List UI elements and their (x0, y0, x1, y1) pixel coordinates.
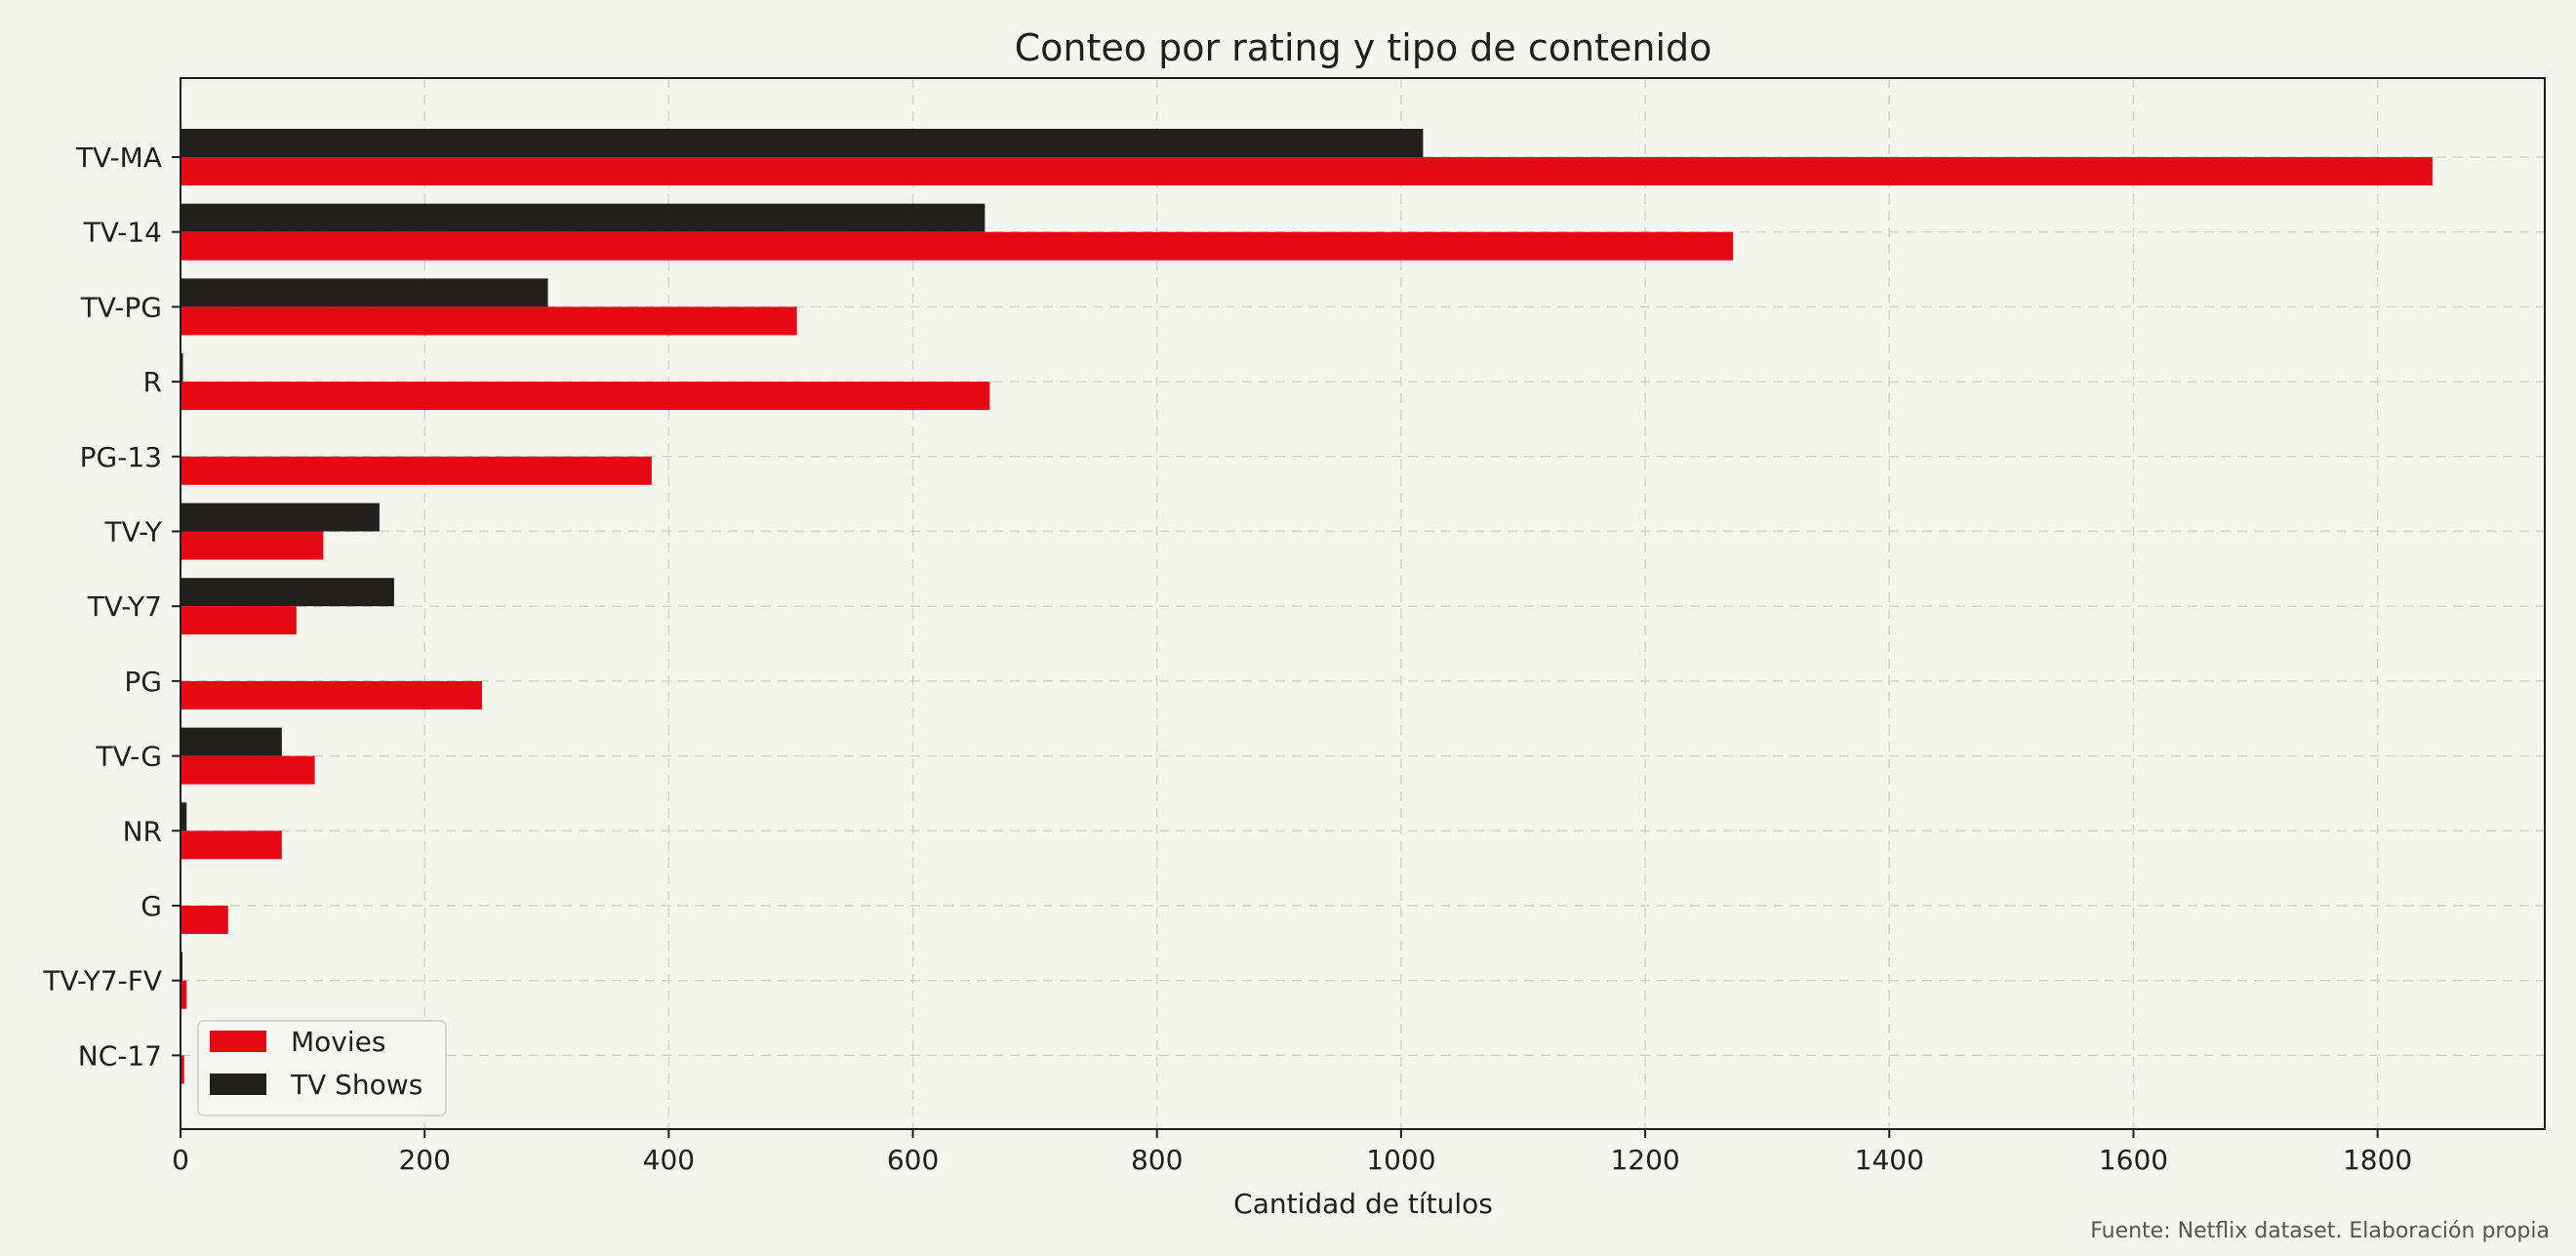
y-tick-label: R (143, 366, 162, 398)
y-tick-label: TV-G (96, 741, 162, 773)
bar-tv-shows-tv-g (181, 727, 282, 756)
legend-swatch-tv-shows (210, 1074, 266, 1095)
chart-title: Conteo por rating y tipo de contenido (1015, 26, 1712, 69)
y-tick-label: TV-MA (75, 142, 162, 174)
y-tick-label: TV-Y (103, 516, 162, 548)
bar-tv-shows-tv-y7 (181, 578, 394, 607)
bar-movies-tv-pg (181, 306, 797, 336)
y-tick-label: G (141, 890, 162, 922)
y-tick-label: PG (124, 666, 162, 698)
bar-movies-r (181, 382, 990, 411)
x-axis-label: Cantidad de títulos (1233, 1188, 1493, 1220)
x-tick-label: 1800 (2343, 1144, 2412, 1176)
x-tick-label: 0 (172, 1144, 189, 1176)
bar-movies-nc-17 (181, 1055, 184, 1084)
x-tick-label: 1400 (1855, 1144, 1924, 1176)
x-tick-label: 400 (643, 1144, 695, 1176)
bar-movies-tv-ma (181, 157, 2433, 185)
bars (181, 129, 2433, 1084)
y-tick-label: PG-13 (80, 441, 162, 473)
y-tick-label: TV-Y7-FV (42, 965, 162, 997)
legend-label: Movies (291, 1026, 385, 1058)
bar-movies-pg-13 (181, 456, 652, 485)
y-axis-ticks: TV-MA TV-14 TV-PG R PG-13 TV-Y TV-Y7 PG TV-G NR G T… (42, 142, 181, 1072)
legend: Movies TV Shows (197, 1020, 447, 1116)
bar-movies-tv-y7 (181, 606, 297, 635)
y-tick-label: TV-14 (83, 217, 162, 249)
bar-movies-tv-y7-fv (181, 980, 187, 1009)
x-tick-label: 1000 (1366, 1144, 1435, 1176)
legend-swatch-movies (210, 1031, 266, 1052)
x-tick-label: 600 (887, 1144, 939, 1176)
y-tick-label: NC-17 (78, 1039, 162, 1072)
legend-label: TV Shows (290, 1069, 423, 1101)
bar-tv-shows-tv-14 (181, 203, 986, 232)
bar-movies-pg (181, 680, 482, 709)
x-tick-label: 1200 (1610, 1144, 1679, 1176)
x-tick-label: 1600 (2099, 1144, 2168, 1176)
bar-movies-tv-14 (181, 231, 1734, 261)
bar-movies-tv-y (181, 531, 324, 560)
source-note: Fuente: Netflix dataset. Elaboración pro… (2090, 1219, 2550, 1243)
x-axis-ticks: 0 200 400 600 800 1000 1200 1400 1600 1800 (172, 1129, 2412, 1176)
bar-movies-nr (181, 831, 282, 860)
y-tick-label: TV-Y7 (87, 590, 162, 623)
plot-frame (180, 77, 2546, 1130)
y-tick-label: NR (123, 815, 162, 847)
bar-tv-shows-r (181, 353, 183, 383)
bar-tv-shows-tv-y (181, 503, 380, 532)
bar-tv-shows-nr (181, 802, 187, 831)
y-tick-label: TV-PG (80, 291, 162, 323)
x-tick-label: 800 (1131, 1144, 1183, 1176)
bar-tv-shows-tv-pg (181, 278, 548, 307)
bar-tv-shows-tv-ma (181, 129, 1424, 157)
x-tick-label: 200 (398, 1144, 450, 1176)
bar-movies-g (181, 906, 228, 934)
bar-movies-tv-g (181, 755, 315, 785)
